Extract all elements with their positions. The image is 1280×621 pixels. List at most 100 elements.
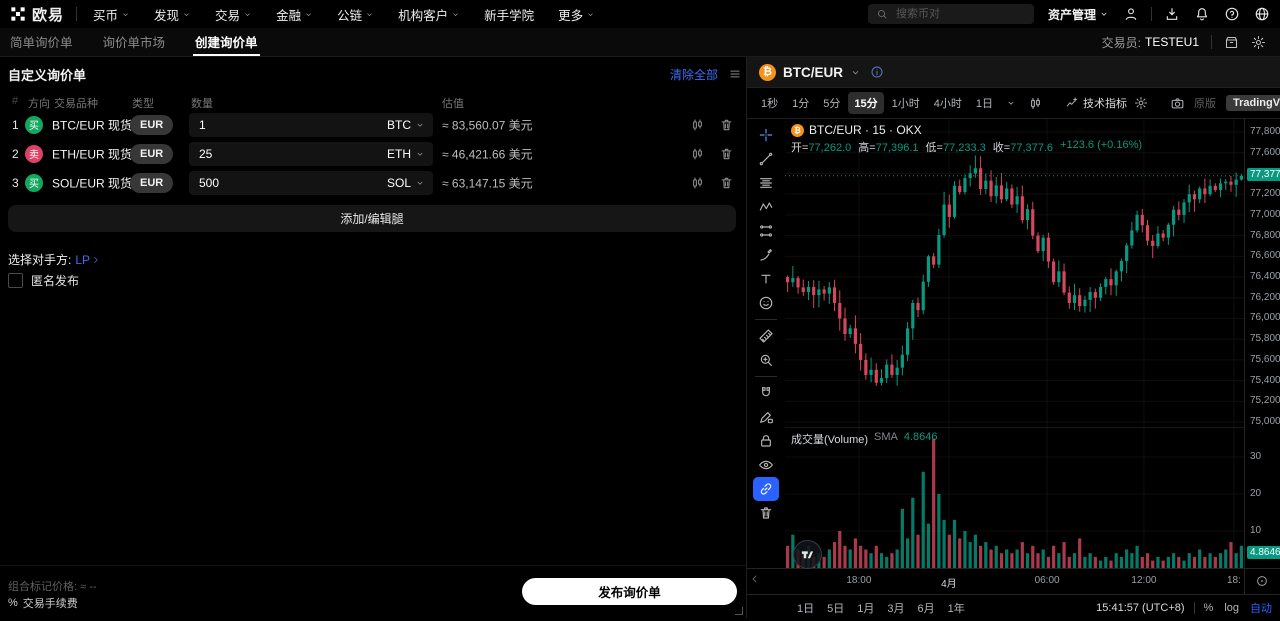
download-icon[interactable] <box>1164 6 1180 22</box>
anonymous-checkbox[interactable] <box>8 273 23 288</box>
projection-icon[interactable] <box>753 219 779 243</box>
hide-all-icon[interactable] <box>753 453 779 477</box>
clear-all-link[interactable]: 清除全部 <box>670 66 718 83</box>
bell-icon[interactable] <box>1194 6 1210 22</box>
portfolio-box-icon[interactable] <box>1224 35 1239 50</box>
trend-line-icon[interactable] <box>753 147 779 171</box>
view-chart-icon[interactable] <box>690 117 705 132</box>
scale-%[interactable]: % <box>1204 602 1214 614</box>
publish-rfq-button[interactable]: 发布询价单 <box>522 578 737 605</box>
magnet-icon[interactable] <box>753 381 779 405</box>
draw-lock-icon[interactable] <box>753 405 779 429</box>
view-chart-icon[interactable] <box>690 175 705 190</box>
timeframe-1秒[interactable]: 1秒 <box>755 92 784 114</box>
nav-item-5[interactable]: 公链 <box>337 5 374 24</box>
range-3月[interactable]: 3月 <box>887 600 904 616</box>
currency-type-pill[interactable]: EUR <box>130 173 173 193</box>
text-icon[interactable] <box>753 267 779 291</box>
nav-item-7[interactable]: 新手学院 <box>484 5 534 24</box>
scale-log[interactable]: log <box>1224 602 1239 614</box>
info-icon[interactable] <box>870 65 884 79</box>
range-1日[interactable]: 1日 <box>797 600 814 616</box>
snapshot-camera-icon[interactable] <box>1165 96 1190 111</box>
chart-clock[interactable]: 15:41:57 (UTC+8) <box>1096 602 1184 614</box>
ruler-icon[interactable] <box>753 324 779 348</box>
unit-select[interactable]: ETH <box>387 147 425 161</box>
nav-item-1[interactable]: 买币 <box>93 5 130 24</box>
currency-type-pill[interactable]: EUR <box>130 115 173 135</box>
currency-type-pill[interactable]: EUR <box>130 144 173 164</box>
resize-handle[interactable] <box>735 607 743 615</box>
collapse-left-icon[interactable] <box>749 573 761 585</box>
chevron-down-icon[interactable] <box>1001 98 1021 108</box>
symbol-name[interactable]: BTC/EUR <box>783 65 843 80</box>
range-6月[interactable]: 6月 <box>918 600 935 616</box>
leg-value: ≈ 63,147.15 美元 <box>442 174 533 191</box>
search-input[interactable] <box>894 7 1026 21</box>
unit-select[interactable]: SOL <box>387 176 425 190</box>
anonymous-row[interactable]: 匿名发布 <box>8 272 79 289</box>
settings-gear-icon[interactable] <box>1251 35 1266 50</box>
timeframe-1分[interactable]: 1分 <box>786 92 815 114</box>
view-chart-icon[interactable] <box>690 146 705 161</box>
nav-item-3[interactable]: 交易 <box>215 5 252 24</box>
lock-all-icon[interactable] <box>753 429 779 453</box>
brush-icon[interactable] <box>753 243 779 267</box>
help-icon[interactable] <box>1224 6 1240 22</box>
chevron-down-icon[interactable] <box>850 67 861 78</box>
nav-item-8[interactable]: 更多 <box>558 5 595 24</box>
crosshair-icon[interactable] <box>753 123 779 147</box>
timeframe-1小时[interactable]: 1小时 <box>886 92 926 114</box>
candlestick-chart[interactable] <box>785 119 1244 568</box>
indicators-label[interactable]: 技术指标 <box>1083 95 1127 111</box>
scale-自动[interactable]: 自动 <box>1250 600 1272 616</box>
original-version-label[interactable]: 原版 <box>1194 95 1216 111</box>
assets-menu[interactable]: 资产管理 <box>1048 6 1109 23</box>
emoji-icon[interactable] <box>753 291 779 315</box>
zoom-in-icon[interactable] <box>753 348 779 372</box>
range-1年[interactable]: 1年 <box>948 600 965 616</box>
price-axis[interactable]: 77,800.077,600.077,400.077,200.077,000.0… <box>1245 119 1280 594</box>
chart-settings-gear-icon[interactable] <box>1129 96 1153 110</box>
nav-item-6[interactable]: 机构客户 <box>398 5 460 24</box>
indicator-icon[interactable] <box>1060 96 1081 110</box>
timeframe-15分[interactable]: 15分 <box>848 92 883 114</box>
trash-icon[interactable] <box>753 501 779 525</box>
tradingview-watermark-icon[interactable] <box>793 540 822 569</box>
tab-1[interactable]: 简单询价单 <box>8 28 75 56</box>
delete-leg-icon[interactable] <box>719 175 734 190</box>
link-sync-icon[interactable] <box>753 477 779 501</box>
scroll-to-now-icon[interactable] <box>1255 574 1269 588</box>
xabcd-pattern-icon[interactable] <box>753 195 779 219</box>
amount-input[interactable] <box>197 117 321 133</box>
amount-input[interactable] <box>197 175 321 191</box>
price-tick: 76,200.0 <box>1250 292 1280 303</box>
candle-style-icon[interactable] <box>1023 96 1048 111</box>
okx-logo[interactable]: 欧易 <box>10 4 64 25</box>
nav-item-2[interactable]: 发现 <box>154 5 191 24</box>
globe-icon[interactable] <box>1254 6 1270 22</box>
nav-item-4[interactable]: 金融 <box>276 5 313 24</box>
tab-3[interactable]: 创建询价单 <box>193 28 260 56</box>
timeframe-1日[interactable]: 1日 <box>970 92 999 114</box>
fee-row[interactable]: % 交易手续费 <box>8 595 78 611</box>
search-box[interactable] <box>868 4 1034 24</box>
range-1月[interactable]: 1月 <box>857 600 874 616</box>
delete-leg-icon[interactable] <box>719 117 734 132</box>
counterparty-link[interactable]: LP <box>75 253 101 267</box>
unit-select[interactable]: BTC <box>387 118 425 132</box>
panel-menu-icon[interactable] <box>728 67 742 81</box>
add-edit-leg-button[interactable]: 添加/编辑腿 <box>8 205 736 232</box>
tab-2[interactable]: 询价单市场 <box>101 28 168 56</box>
delete-leg-icon[interactable] <box>719 146 734 161</box>
anonymous-label: 匿名发布 <box>31 272 79 289</box>
tradingview-badge[interactable]: TradingView <box>1226 95 1280 111</box>
range-5日[interactable]: 5日 <box>827 600 844 616</box>
user-icon[interactable] <box>1123 6 1139 22</box>
timeframe-5分[interactable]: 5分 <box>817 92 846 114</box>
fib-retracement-icon[interactable] <box>753 171 779 195</box>
timeframe-4小时[interactable]: 4小时 <box>928 92 968 114</box>
amount-input[interactable] <box>197 146 321 162</box>
